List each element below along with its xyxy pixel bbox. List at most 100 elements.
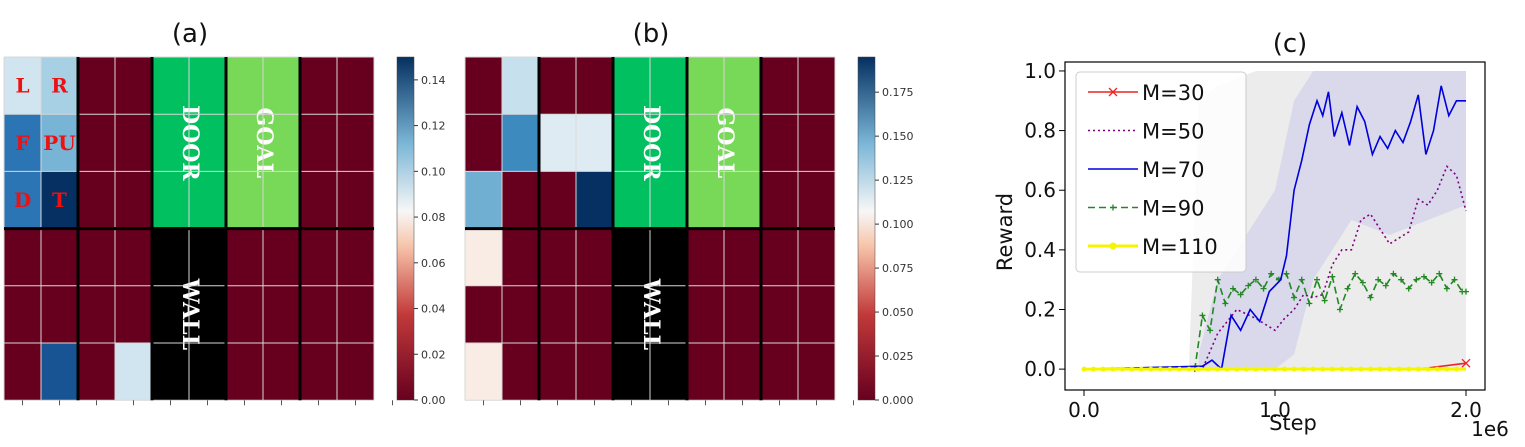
heatmap-cell: [798, 228, 835, 286]
y-axis-label: Reward: [993, 193, 1017, 271]
series-point: [1245, 282, 1252, 289]
heatmap-cell: [115, 57, 152, 115]
series-point: [1283, 270, 1290, 277]
colorbar-tick-label: 0.06: [421, 257, 446, 270]
heatmap-cell: [761, 285, 798, 343]
heatmap-cell: [502, 228, 539, 286]
heatmap-cell: [465, 285, 502, 343]
series-point: [1368, 366, 1373, 372]
series-point: [1100, 366, 1106, 372]
line-chart-panel-c: (c) 0.0 1.0 2.00.00.20.40.60.81.0M=30M=50M…: [993, 29, 1509, 441]
series-point: [1199, 312, 1206, 319]
series-point: [1461, 358, 1471, 368]
series-point: [1110, 366, 1116, 372]
series-point: [1321, 297, 1328, 304]
heatmap-cell: [78, 57, 115, 115]
heatmap-cell: [115, 171, 152, 229]
series-point: [1358, 366, 1364, 372]
legend-label: M=50: [1142, 120, 1204, 144]
heatmap-cell: [761, 343, 798, 401]
legend-marker: [1109, 242, 1117, 250]
series-point: [1138, 366, 1144, 372]
series-point: [1463, 288, 1469, 295]
colorbar-strip: [396, 56, 415, 401]
legend-label: M=30: [1142, 81, 1204, 105]
series-point: [1262, 366, 1268, 372]
heatmap-cell: [78, 114, 115, 172]
action-label-l: L: [15, 74, 29, 98]
heatmap-cell: [263, 343, 300, 401]
colorbar-tick-label: 0.100: [882, 218, 914, 231]
heatmap-cell: [539, 228, 576, 286]
heatmap-cell: [687, 343, 724, 401]
confidence-band: [1189, 70, 1466, 370]
series-point: [1129, 366, 1135, 372]
colorbar-tick-label: 0.00: [421, 394, 446, 407]
heatmap-cell: [4, 57, 41, 115]
heatmap-a-action-labels: L R F PU D T: [14, 74, 76, 212]
series-point: [1282, 366, 1288, 372]
series-point: [1157, 366, 1163, 372]
heatmap-cell: [539, 343, 576, 401]
y-tick-label: 0.8: [1024, 119, 1056, 143]
panel-b-title: (b): [633, 19, 670, 49]
heatmap-cell: [78, 228, 115, 286]
colorbar-b: 0.000 0.025 0.050 0.075 0.100 0.125 0.150 0.175: [857, 56, 914, 407]
series-point: [1377, 366, 1383, 372]
heatmap-cell: [502, 285, 539, 343]
heatmap-cell: [4, 114, 41, 172]
series-point: [1306, 300, 1313, 307]
heatmap-cell: [4, 171, 41, 229]
series-point: [1243, 366, 1249, 372]
series-point: [1268, 270, 1275, 277]
heatmap-cell: [798, 285, 835, 343]
heatmap-cell: [41, 343, 78, 401]
series-point: [1214, 276, 1221, 283]
heatmap-cell: [337, 114, 374, 172]
heatmap-a-grid-lines: [3, 56, 393, 406]
legend: M=30 M=50 M=70 M=90 M=110: [1075, 71, 1247, 273]
colorbar-tick-label: 0.14: [421, 74, 446, 87]
series-point: [1234, 366, 1240, 372]
action-label-pu: PU: [43, 131, 75, 155]
heatmap-cell: [502, 57, 539, 115]
heatmap-a-cells: [4, 57, 374, 401]
series-point: [1215, 366, 1221, 372]
heatmap-cell: [798, 57, 835, 115]
heatmap-cell: [300, 228, 337, 286]
series-point: [1186, 366, 1192, 372]
colorbar-tick-label: 0.12: [421, 120, 446, 133]
x-tick-label: 0.0: [1068, 398, 1100, 422]
block-label-door: DOOR: [638, 105, 664, 181]
heatmap-cell: [502, 171, 539, 229]
series-point: [1348, 366, 1354, 372]
action-label-f: F: [15, 131, 29, 155]
action-label-d: D: [14, 188, 31, 212]
series-point: [1436, 270, 1443, 277]
heatmap-cell: [687, 285, 724, 343]
heatmap-cell: [337, 171, 374, 229]
series-point: [1205, 366, 1211, 372]
series-point: [1260, 285, 1267, 292]
series-point: [1167, 366, 1173, 372]
block-label-door: DOOR: [177, 105, 203, 181]
legend-label: M=70: [1142, 158, 1204, 182]
series-point: [1420, 273, 1427, 280]
heatmap-cell: [226, 228, 263, 286]
heatmap-panel-b: (b) DOOR GOAL WALL 0.000 0.025 0.050 0.075 0.1…: [464, 19, 914, 407]
colorbar-tick-label: 0.175: [882, 86, 914, 99]
legend-box: [1075, 71, 1247, 273]
confidence-band: [1198, 70, 1466, 370]
heatmap-cell: [226, 343, 263, 401]
series-point: [1453, 366, 1459, 372]
heatmap-cell: [576, 57, 613, 115]
series-point: [1352, 270, 1359, 277]
series-point: [1344, 285, 1351, 292]
series-point: [1405, 285, 1412, 292]
series-point: [1320, 366, 1326, 372]
series-point: [1359, 279, 1366, 286]
heatmap-cell: [41, 114, 78, 172]
colorbar-tick-label: 0.125: [882, 174, 914, 187]
